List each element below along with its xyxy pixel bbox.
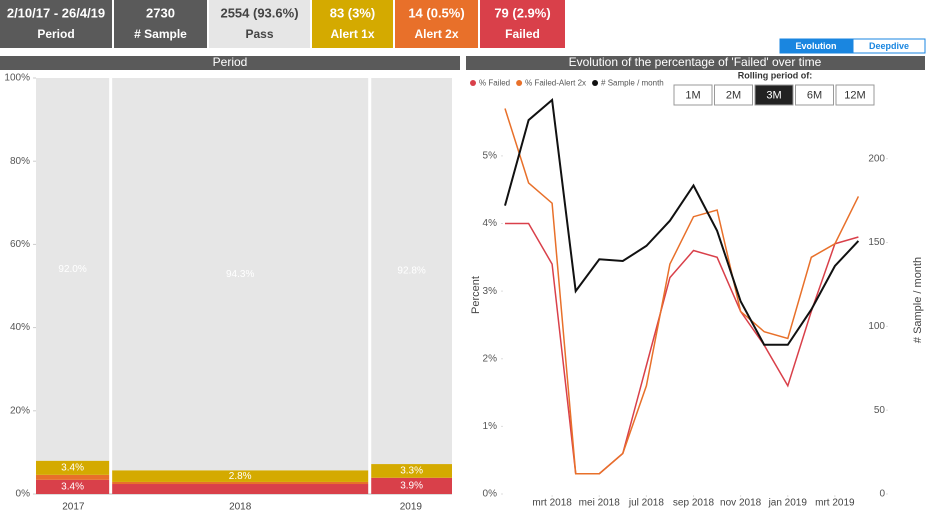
- y2-tick-label: 150: [868, 237, 885, 248]
- rolling-button-label[interactable]: 2M: [726, 89, 741, 101]
- y2-axis-label: # Sample / month: [912, 257, 924, 343]
- legend-label: % Failed: [479, 79, 510, 88]
- x-tick-label: 2018: [229, 502, 252, 513]
- bar-segment: [36, 479, 110, 494]
- chart-title: Period: [213, 55, 248, 69]
- rolling-button[interactable]: [795, 84, 834, 106]
- y-tick-label: 3%: [483, 286, 498, 297]
- y-tick-label: 4%: [483, 218, 498, 229]
- tab[interactable]: [779, 38, 853, 54]
- x-tick-label: mrt 2018: [532, 498, 572, 509]
- kpi-label: Alert 1x: [330, 27, 374, 41]
- x-tick-label: sep 2018: [673, 498, 715, 509]
- x-tick-label: jan 2019: [768, 498, 808, 509]
- section-header: [0, 56, 460, 70]
- kpi-label: Period: [37, 27, 74, 41]
- rolling-button[interactable]: [714, 84, 753, 106]
- kpi-label: # Sample: [134, 27, 187, 41]
- kpi-value: 83 (3%): [330, 5, 376, 20]
- line-series: [504, 108, 860, 475]
- data-label: 94.3%: [226, 269, 254, 280]
- legend-label: % Failed-Alert 2x: [525, 79, 586, 88]
- rolling-button-label[interactable]: 1M: [685, 89, 700, 101]
- section-header: [466, 56, 925, 70]
- y-tick-label: 20%: [10, 405, 30, 416]
- bar-segment: [112, 470, 369, 482]
- bar-segment: [371, 477, 452, 494]
- kpi-value: 79 (2.9%): [494, 5, 550, 20]
- bar-segment: [112, 484, 369, 494]
- bar-segment: [112, 78, 369, 471]
- data-label: 2.8%: [229, 471, 252, 482]
- rolling-button[interactable]: [754, 84, 794, 106]
- x-tick-label: mrt 2019: [815, 498, 855, 509]
- rolling-button[interactable]: [835, 84, 875, 106]
- x-tick-label: 2019: [400, 502, 423, 513]
- y2-tick-label: 0: [879, 489, 885, 500]
- y-tick-label: 2%: [483, 353, 498, 364]
- rolling-label: Rolling period of:: [738, 70, 813, 80]
- x-tick-label: 2017: [62, 502, 85, 513]
- kpi-card: [312, 0, 393, 48]
- y2-tick-label: 50: [874, 405, 886, 416]
- legend-label: # Sample / month: [601, 79, 664, 88]
- x-tick-label: mei 2018: [579, 498, 621, 509]
- data-label: 92.8%: [397, 266, 425, 277]
- data-label: 3.3%: [400, 466, 423, 477]
- rolling-button[interactable]: [673, 84, 713, 106]
- line-series: [505, 222, 859, 475]
- y-tick-label: 5%: [483, 151, 498, 162]
- rolling-button-label[interactable]: 3M: [766, 89, 781, 101]
- y-axis-label: Percent: [470, 276, 482, 314]
- legend-marker: [592, 80, 599, 86]
- bar-segment: [36, 460, 110, 475]
- y-tick-label: 80%: [10, 156, 30, 167]
- chart-title: Evolution of the percentage of 'Failed' …: [569, 55, 822, 69]
- y-tick-label: 100%: [4, 73, 30, 84]
- y-tick-label: 0%: [16, 489, 31, 500]
- kpi-card: [114, 0, 207, 48]
- y-tick-label: 40%: [10, 322, 30, 333]
- tab-label[interactable]: Evolution: [796, 41, 837, 51]
- x-tick-label: jul 2018: [628, 498, 664, 509]
- y-tick-label: 1%: [483, 421, 498, 432]
- kpi-label: Alert 2x: [414, 27, 458, 41]
- rolling-button-label[interactable]: 12M: [844, 89, 865, 101]
- tab[interactable]: [852, 38, 926, 54]
- bar-segment: [371, 464, 452, 478]
- data-label: 3.4%: [61, 462, 84, 473]
- data-label: 92.0%: [58, 264, 86, 275]
- data-label: 3.4%: [61, 482, 84, 493]
- y2-tick-label: 100: [868, 321, 885, 332]
- kpi-card: [209, 0, 310, 48]
- bar-segment: [36, 474, 110, 480]
- kpi-card: [480, 0, 565, 48]
- x-tick-label: nov 2018: [720, 498, 762, 509]
- bar-segment: [371, 78, 452, 465]
- kpi-label: Failed: [505, 27, 540, 41]
- y-tick-label: 60%: [10, 239, 30, 250]
- kpi-value: 2/10/17 - 26/4/19: [7, 5, 105, 20]
- kpi-value: 14 (0.5%): [408, 5, 464, 20]
- kpi-value: 2554 (93.6%): [220, 5, 298, 20]
- bar-segment: [36, 78, 110, 461]
- bar-segment: [112, 481, 369, 485]
- legend-marker: [470, 80, 476, 86]
- tab-label[interactable]: Deepdive: [869, 41, 909, 51]
- kpi-label: Pass: [245, 27, 273, 41]
- kpi-card: [395, 0, 478, 48]
- kpi-value: 2730: [146, 5, 175, 20]
- rolling-button-label[interactable]: 6M: [807, 89, 822, 101]
- y-tick-label: 0%: [483, 489, 498, 500]
- y2-tick-label: 200: [868, 153, 885, 164]
- line-series: [504, 98, 860, 346]
- data-label: 3.9%: [400, 481, 423, 492]
- legend-marker: [516, 80, 523, 86]
- kpi-card: [0, 0, 112, 48]
